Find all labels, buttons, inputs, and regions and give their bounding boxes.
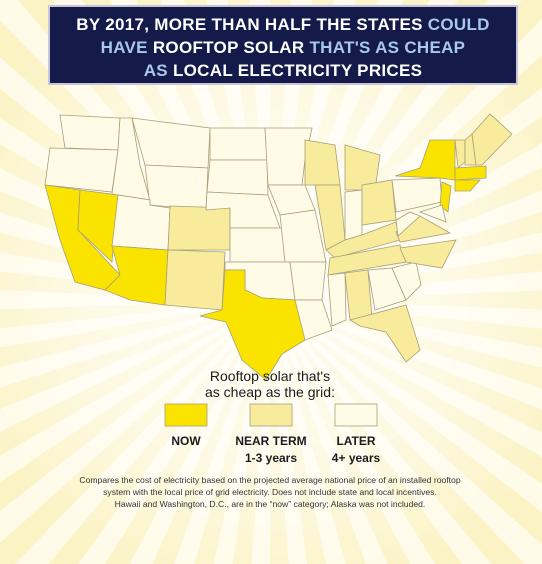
legend-swatch [249, 403, 293, 427]
state [77, 189, 119, 263]
state [454, 165, 487, 181]
state [199, 269, 306, 381]
legend-label: NOW [171, 434, 201, 448]
state [304, 139, 341, 186]
state [144, 164, 209, 211]
title-line: BY 2017, MORE THAN HALF THE STATES COULD [50, 13, 516, 36]
state [267, 184, 316, 216]
state [44, 147, 119, 193]
legend-swatch [334, 403, 378, 427]
legend-label: LATER [336, 434, 375, 448]
state [399, 239, 457, 269]
title-text: THAT'S AS CHEAP [304, 38, 466, 57]
footnote: Compares the cost of electricity based o… [79, 475, 460, 509]
state [471, 113, 513, 166]
state [361, 179, 397, 226]
us-map [44, 113, 513, 381]
state [164, 249, 226, 311]
state [454, 179, 481, 192]
legend-heading: Rooftop solar that's [210, 368, 330, 384]
state [294, 299, 333, 341]
state [391, 261, 422, 301]
legend: Rooftop solar that's as cheap as the gri… [164, 368, 381, 465]
state [279, 209, 327, 263]
legend-sublabel: 4+ years [332, 451, 381, 465]
state [418, 204, 447, 223]
state [391, 177, 443, 213]
footnote-line: Compares the cost of electricity based o… [79, 475, 460, 485]
state [394, 139, 456, 181]
title-text: HAVE [100, 38, 153, 57]
title-text: LOCAL ELECTRICITY PRICES [172, 61, 423, 80]
state [344, 189, 363, 241]
legend-label: NEAR TERM [235, 434, 306, 448]
state [209, 127, 268, 161]
footnote-line: Hawaii and Washington, D.C., are in the … [115, 499, 426, 509]
state [348, 304, 421, 363]
state [229, 227, 286, 263]
title-text: AS [143, 61, 173, 80]
legend-sublabel: 1-3 years [245, 451, 297, 465]
legend-swatch [164, 403, 208, 427]
state [327, 272, 347, 327]
state [289, 261, 327, 301]
state [264, 127, 313, 186]
state [167, 205, 231, 251]
title-box: BY 2017, MORE THAN HALF THE STATES COULD… [48, 5, 518, 85]
title-text: COULD [427, 15, 490, 34]
state [206, 159, 269, 196]
state [454, 139, 466, 169]
state [395, 211, 421, 237]
title-text: BY 2017, MORE THAN HALF THE STATES [76, 15, 428, 34]
legend-heading: as cheap as the grid: [205, 384, 335, 400]
state [131, 117, 211, 169]
title-line: HAVE ROOFTOP SOLAR THAT'S AS CHEAP [50, 36, 516, 59]
state [439, 181, 452, 213]
state [59, 114, 121, 151]
title-text: ROOFTOP SOLAR [152, 38, 305, 57]
title-line: AS LOCAL ELECTRICITY PRICES [50, 59, 516, 82]
footnote-line: system with the local price of grid elec… [103, 487, 437, 497]
state [344, 269, 373, 321]
